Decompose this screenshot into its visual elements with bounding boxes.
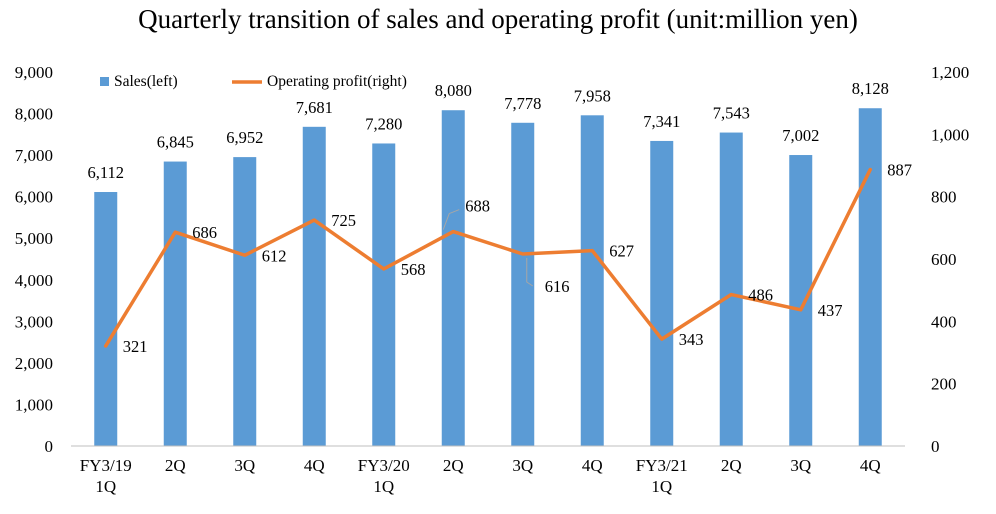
legend-label-profit: Operating profit(right) xyxy=(267,73,407,90)
y-left-tick-label: 0 xyxy=(45,437,54,456)
y-right-tick-label: 1,000 xyxy=(931,125,969,144)
profit-data-label: 686 xyxy=(192,223,217,242)
y-right-tick-label: 400 xyxy=(931,312,957,331)
y-left-tick-label: 1,000 xyxy=(15,395,53,414)
profit-data-label: 437 xyxy=(818,301,843,320)
sales-bar xyxy=(719,132,743,446)
legend-swatch-sales xyxy=(100,77,109,86)
profit-data-label: 627 xyxy=(609,242,634,261)
sales-data-label: 7,280 xyxy=(365,114,402,133)
x-tick-label: 3Q xyxy=(234,456,255,475)
y-right-tick-label: 600 xyxy=(931,250,957,269)
sales-bar xyxy=(441,110,465,446)
y-axis-left: 0 1,000 2,000 3,000 4,000 5,000 6,000 7,000 8,00… xyxy=(15,63,53,456)
sales-data-label: 6,845 xyxy=(157,133,194,152)
sales-bar xyxy=(94,192,118,446)
y-left-tick-label: 5,000 xyxy=(15,229,53,248)
x-tick-label: 3Q xyxy=(790,456,811,475)
sales-data-label: 6,112 xyxy=(87,163,124,182)
x-tick-label: FY3/20 xyxy=(358,456,410,475)
x-tick-label: 4Q xyxy=(582,456,603,475)
y-right-tick-label: 0 xyxy=(931,437,940,456)
sales-bar xyxy=(858,108,882,446)
profit-data-label: 616 xyxy=(545,277,570,296)
operating-profit-series xyxy=(104,167,872,348)
y-left-tick-label: 6,000 xyxy=(15,188,53,207)
x-axis: FY3/19 1Q 2Q 3Q 4Q FY3/20 1Q 2Q 3Q 4Q FY3/21 1Q 2Q 3Q… xyxy=(71,445,905,496)
x-tick-label: FY3/21 xyxy=(636,456,688,475)
y-left-tick-label: 2,000 xyxy=(15,354,53,373)
y-left-tick-label: 3,000 xyxy=(15,312,53,331)
sales-bar xyxy=(302,126,326,447)
y-right-tick-label: 200 xyxy=(931,375,957,394)
x-tick-label: 4Q xyxy=(304,456,325,475)
y-axis-right: 0 200 400 600 800 1,000 1,200 xyxy=(931,63,969,456)
legend: Sales(left) Operating profit(right) xyxy=(100,73,407,90)
profit-data-label: 568 xyxy=(401,260,426,279)
sales-data-label: 8,080 xyxy=(435,81,472,100)
sales-data-label: 7,778 xyxy=(504,94,541,113)
sales-data-label: 7,341 xyxy=(643,112,680,131)
x-tick-label: 2Q xyxy=(165,456,186,475)
x-tick-label: 2Q xyxy=(443,456,464,475)
sales-bar xyxy=(580,115,604,446)
profit-data-label: 486 xyxy=(748,286,773,305)
x-tick-label: 2Q xyxy=(721,456,742,475)
y-left-tick-label: 9,000 xyxy=(15,63,53,82)
operating-profit-line xyxy=(104,167,872,348)
data-labels: 6,112 6,845 6,952 7,681 7,280 8,080 7,778 7,958… xyxy=(87,79,912,356)
profit-data-label: 887 xyxy=(887,161,912,180)
sales-bars xyxy=(94,108,882,447)
sales-bar xyxy=(163,161,187,446)
y-right-tick-label: 800 xyxy=(931,188,957,207)
profit-data-label: 612 xyxy=(262,246,287,265)
x-tick-label: 1Q xyxy=(373,477,394,496)
profit-data-label: 321 xyxy=(123,337,148,356)
y-left-tick-label: 7,000 xyxy=(15,146,53,165)
sales-bar xyxy=(789,155,813,446)
profit-data-label: 725 xyxy=(331,211,356,230)
sales-data-label: 7,681 xyxy=(296,98,333,117)
sales-data-label: 8,128 xyxy=(852,79,889,98)
sales-bar xyxy=(233,157,257,446)
sales-data-label: 6,952 xyxy=(226,128,263,147)
sales-bar xyxy=(511,122,535,447)
x-tick-label: 3Q xyxy=(512,456,533,475)
profit-data-label: 688 xyxy=(465,197,490,216)
sales-data-label: 7,002 xyxy=(782,126,819,145)
sales-bar xyxy=(372,143,396,446)
profit-data-label: 343 xyxy=(679,330,704,349)
sales-data-label: 7,543 xyxy=(713,104,750,123)
leader-line xyxy=(442,209,460,230)
y-right-tick-label: 1,200 xyxy=(931,63,969,82)
x-tick-label: 1Q xyxy=(651,477,672,496)
leader-line xyxy=(526,258,534,287)
y-left-tick-label: 4,000 xyxy=(15,271,53,290)
y-left-tick-label: 8,000 xyxy=(15,105,53,124)
sales-data-label: 7,958 xyxy=(574,86,611,105)
x-tick-label: 1Q xyxy=(95,477,116,496)
sales-bar xyxy=(650,140,674,446)
legend-label-sales: Sales(left) xyxy=(114,73,178,90)
x-tick-label: FY3/19 xyxy=(80,456,132,475)
x-tick-label: 4Q xyxy=(860,456,881,475)
chart-title: Quarterly transition of sales and operat… xyxy=(138,4,858,34)
